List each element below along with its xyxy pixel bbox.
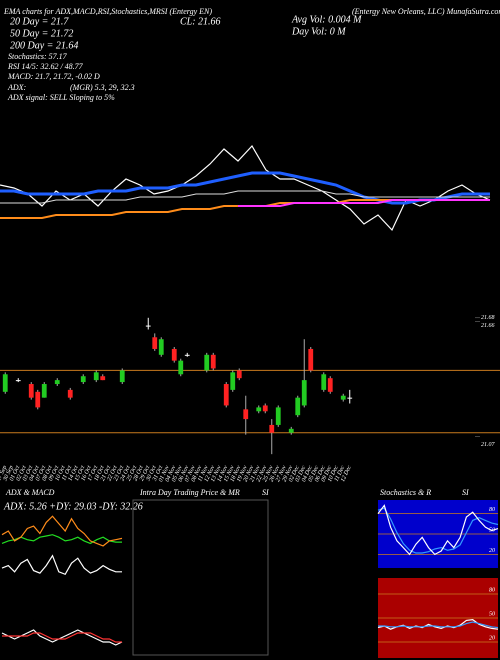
candle-body xyxy=(301,380,307,406)
source: (Entergy New Orleans, LLC) MunafaSutra.c… xyxy=(352,7,500,16)
series-line xyxy=(238,199,490,207)
candle-body xyxy=(178,360,184,375)
candle-body xyxy=(308,348,314,371)
day-vol: Day Vol: 0 M xyxy=(291,26,346,37)
y-tick-label: 21.07 xyxy=(481,442,496,448)
panel-subtitle: SI xyxy=(262,488,269,497)
y-tick-label: 80 xyxy=(489,507,495,513)
candle-body xyxy=(28,384,34,398)
panel-title: Intra Day Trading Price & MR xyxy=(139,488,240,497)
series-line xyxy=(1,554,122,576)
candle-body xyxy=(230,372,236,390)
series-line xyxy=(1,534,122,545)
candle-body xyxy=(340,395,346,400)
candle-body xyxy=(327,378,333,392)
header: EMA charts for ADX,MACD,RSI,Stochastics,… xyxy=(3,7,212,16)
adx: ADX: xyxy=(7,83,27,92)
candle-body xyxy=(80,376,86,383)
candle-body xyxy=(204,354,210,371)
y-tick-label: 80 xyxy=(489,587,495,593)
candle-body xyxy=(184,354,190,356)
series-line xyxy=(0,190,490,204)
panel-title: ADX & MACD xyxy=(5,488,55,497)
panel-title: Stochastics & R xyxy=(380,488,431,497)
series-line xyxy=(377,504,499,556)
series-line xyxy=(2,632,122,643)
ema20: 20 Day = 21.7 xyxy=(10,16,69,27)
macd: MACD: 21.7, 21.72, -0.02 D xyxy=(7,72,100,81)
candle-body xyxy=(243,409,249,420)
candle-body xyxy=(171,348,177,361)
candle-body xyxy=(15,380,21,382)
candle-body xyxy=(288,428,294,433)
candle-body xyxy=(223,384,229,406)
close: CL: 21.66 xyxy=(180,16,221,27)
x-tick-label: 27 Sep xyxy=(0,465,8,482)
rsi: RSI 14/5: 32.62 / 48.77 xyxy=(7,62,84,71)
series-line xyxy=(0,171,490,205)
candle-body xyxy=(295,397,301,416)
candle-body xyxy=(256,407,262,412)
panel-subtitle: ADX: 5.26 +DY: 29.03 -DY: 32.26 xyxy=(3,501,143,512)
candle-body xyxy=(54,380,60,385)
candle-body xyxy=(210,354,216,369)
candle-body xyxy=(262,405,268,412)
avg-vol: Avg Vol: 0.004 M xyxy=(291,14,362,25)
y-tick-label: 20 xyxy=(489,548,495,554)
candle-body xyxy=(41,384,47,398)
y-tick-label: 50 xyxy=(489,611,495,617)
stoch: Stochastics: 57.17 xyxy=(8,52,68,61)
candle-body xyxy=(119,370,125,383)
candle-body xyxy=(35,391,41,408)
candle-body xyxy=(100,376,106,381)
y-tick-label: 21.68 xyxy=(481,315,495,321)
panel-frame xyxy=(132,499,269,656)
candle-body xyxy=(93,372,99,381)
candle-body xyxy=(275,407,281,425)
series-line xyxy=(1,515,123,547)
candle-body xyxy=(152,337,158,349)
candle-body xyxy=(67,389,73,398)
y-tick-label: 20 xyxy=(489,635,495,641)
y-tick-label: 21.66 xyxy=(481,323,495,329)
candle-body xyxy=(145,325,151,327)
candle-body xyxy=(321,374,327,390)
candle-body xyxy=(347,397,353,399)
candle-body xyxy=(2,374,8,392)
adx-signal: ADX signal: SELL Sloping to 5% xyxy=(7,93,115,102)
panel-subtitle: SI xyxy=(462,488,469,497)
series-line xyxy=(378,621,499,629)
candle-body xyxy=(158,339,164,355)
ema50: 50 Day = 21.72 xyxy=(10,28,73,39)
candle-body xyxy=(269,424,275,433)
candle-body xyxy=(236,370,242,379)
ema200: 200 Day = 21.64 xyxy=(10,40,78,51)
adx-values: (MGR) 5.3, 29, 32.3 xyxy=(70,83,135,92)
